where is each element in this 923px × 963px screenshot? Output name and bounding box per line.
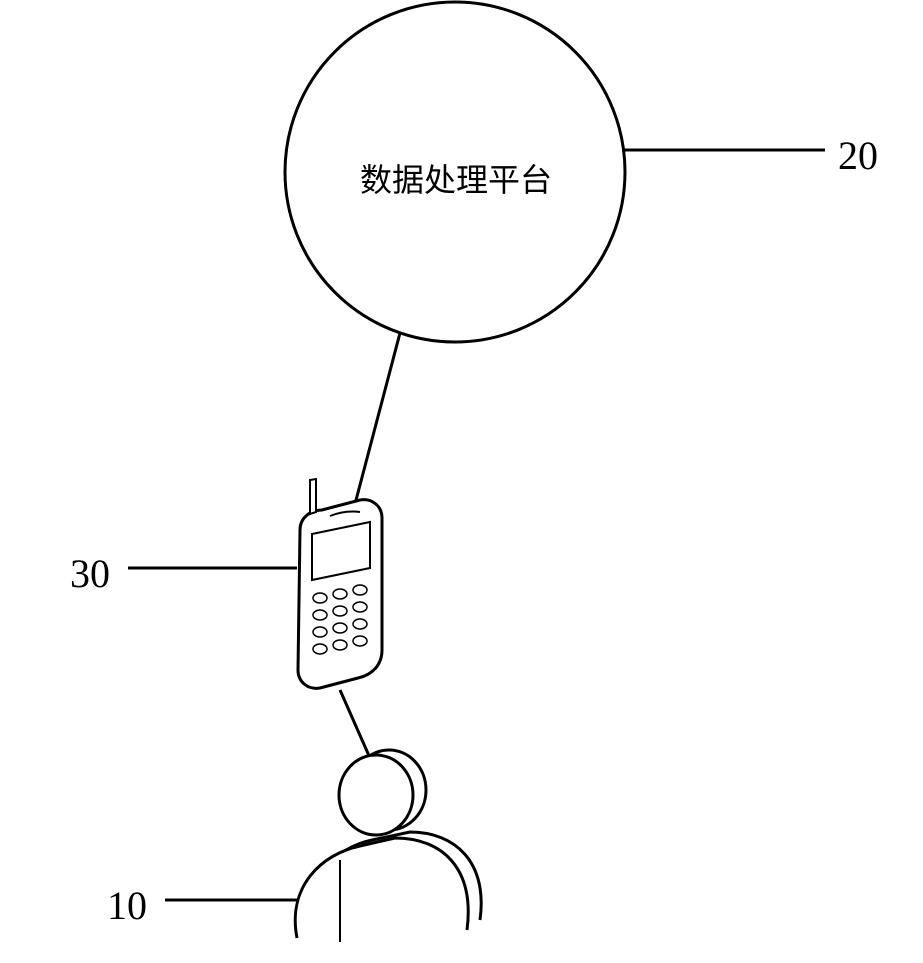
edge-phone-user — [340, 690, 370, 758]
callout-label-30: 30 — [70, 550, 110, 597]
phone-antenna — [310, 479, 316, 514]
callout-label-10: 10 — [107, 882, 147, 929]
user-body-front — [295, 838, 468, 938]
user-head-front — [339, 755, 413, 835]
platform-label: 数据处理平台 — [360, 155, 552, 201]
callout-label-20: 20 — [838, 132, 878, 179]
diagram-svg — [0, 0, 923, 963]
diagram-canvas: 数据处理平台 20 30 10 — [0, 0, 923, 963]
edge-platform-phone — [355, 333, 400, 504]
